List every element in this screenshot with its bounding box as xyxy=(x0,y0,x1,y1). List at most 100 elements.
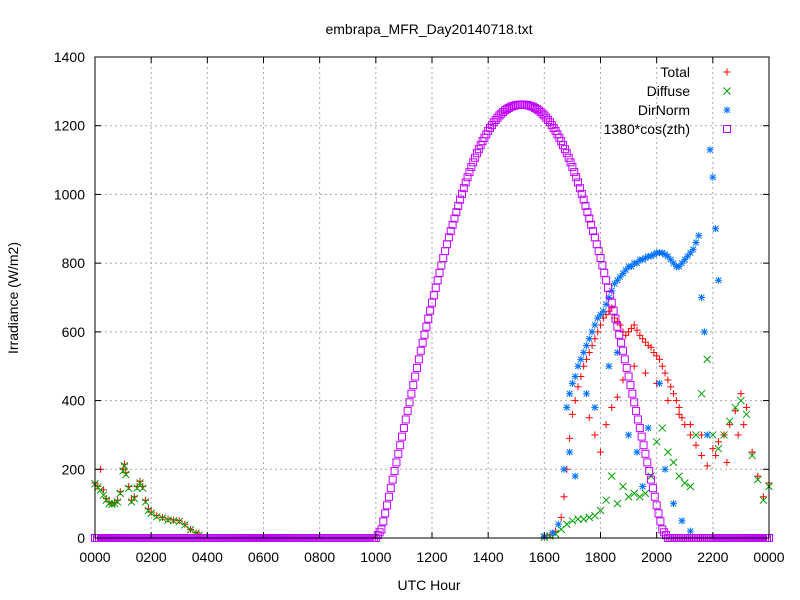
diffuse-point xyxy=(652,437,661,446)
diffuse-point xyxy=(579,515,588,523)
total-point xyxy=(571,397,579,405)
1380-cos-zth-point xyxy=(574,178,583,187)
diffuse-point xyxy=(105,499,113,508)
legend-marker-diffuse xyxy=(723,87,731,95)
1380-cos-zth-point xyxy=(611,314,620,323)
total-point xyxy=(714,438,722,446)
dirnorm-point xyxy=(686,527,694,535)
1380-cos-zth-point xyxy=(632,406,641,415)
total-point xyxy=(602,421,610,429)
dirnorm-point xyxy=(582,390,590,398)
diffuse-point xyxy=(703,355,712,364)
dirnorm-point xyxy=(599,307,607,315)
total-point xyxy=(116,488,124,496)
x-tick-label: 1200 xyxy=(416,549,447,565)
1380-cos-zth-point xyxy=(414,355,423,364)
1380-cos-zth-point xyxy=(413,363,422,372)
1380-cos-zth-point xyxy=(418,338,427,347)
total-point xyxy=(566,434,574,442)
diffuse-point xyxy=(138,484,147,493)
diffuse-point xyxy=(680,479,689,487)
x-tick-label: 2200 xyxy=(697,549,728,565)
diffuse-point xyxy=(658,424,667,432)
1380-cos-zth-point xyxy=(609,306,618,315)
dirnorm-point xyxy=(706,146,714,154)
diffuse-point xyxy=(141,498,150,506)
dirnorm-point xyxy=(698,294,706,301)
1380-cos-zth-point xyxy=(476,141,485,150)
1380-cos-zth-point xyxy=(431,283,440,292)
1380-cos-zth-point xyxy=(448,220,457,229)
diffuse-point xyxy=(708,431,717,439)
total-point xyxy=(692,441,700,449)
y-tick-label: 1200 xyxy=(54,118,85,134)
diffuse-point xyxy=(748,451,757,460)
1380-cos-zth-point xyxy=(656,517,665,526)
total-point xyxy=(709,445,717,453)
x-tick-label: 0800 xyxy=(304,549,335,565)
dirnorm-point xyxy=(633,448,641,456)
1380-cos-zth-point xyxy=(643,458,652,467)
total-point xyxy=(667,383,675,391)
1380-cos-zth-point xyxy=(557,137,566,146)
1380-cos-zth-point xyxy=(647,475,656,484)
diffuse-point xyxy=(602,496,610,505)
total-point xyxy=(675,410,683,418)
dirnorm-point xyxy=(695,232,703,240)
1380-cos-zth-point xyxy=(407,389,416,398)
total-point xyxy=(585,414,593,422)
1380-cos-zth-point xyxy=(390,467,399,476)
diffuse-point xyxy=(613,499,622,508)
diffuse-point xyxy=(568,516,577,525)
diffuse-point xyxy=(697,389,706,398)
x-tick-label: 0000 xyxy=(753,549,784,565)
1380-cos-zth-point xyxy=(472,149,481,158)
dirnorm-point xyxy=(714,276,722,284)
diffuse-point xyxy=(574,515,582,523)
dirnorm-point xyxy=(678,517,686,525)
1380-cos-zth-point xyxy=(589,227,598,236)
diffuse-point xyxy=(759,496,768,505)
total-point xyxy=(734,431,742,439)
diffuse-point xyxy=(113,498,122,506)
1380-cos-zth-point xyxy=(585,214,594,223)
x-tick-label: 0600 xyxy=(248,549,279,565)
total-point xyxy=(670,390,678,398)
1380-cos-zth-point xyxy=(439,253,448,262)
diffuse-point xyxy=(158,514,167,522)
dirnorm-point xyxy=(563,403,571,411)
x-tick-label: 2000 xyxy=(641,549,672,565)
total-point xyxy=(164,515,172,523)
dirnorm-point xyxy=(625,431,633,439)
diffuse-point xyxy=(635,492,644,501)
1380-cos-zth-point xyxy=(637,432,646,441)
dirnorm-point xyxy=(712,225,720,233)
total-point xyxy=(125,482,133,490)
dirnorm-point xyxy=(689,245,697,253)
diffuse-point xyxy=(596,506,605,515)
1380-cos-zth-point xyxy=(422,322,431,331)
total-point xyxy=(630,321,638,329)
1380-cos-zth-point xyxy=(392,458,401,467)
dirnorm-point xyxy=(588,328,596,336)
legend-marker-1380-cos-zth xyxy=(723,125,731,133)
1380-cos-zth-point xyxy=(630,398,639,407)
1380-cos-zth-point xyxy=(474,145,483,154)
dirnorm-point xyxy=(670,500,678,508)
diffuse-point xyxy=(133,484,141,493)
diffuse-point xyxy=(175,517,184,526)
total-point xyxy=(726,421,734,429)
1380-cos-zth-point xyxy=(652,501,661,510)
total-point xyxy=(740,421,748,429)
diffuse-point xyxy=(181,521,189,529)
1380-cos-zth-point xyxy=(577,189,586,198)
total-point xyxy=(664,397,672,405)
diffuse-point xyxy=(714,444,723,453)
dirnorm-point xyxy=(655,379,663,387)
total-point xyxy=(672,397,680,405)
legend: Total Diffuse DirNorm 1380*cos(zth) xyxy=(604,64,731,137)
1380-cos-zth-point xyxy=(564,153,573,162)
grid-lines xyxy=(95,57,769,538)
total-point xyxy=(655,355,663,363)
1380-cos-zth-point xyxy=(467,162,476,171)
